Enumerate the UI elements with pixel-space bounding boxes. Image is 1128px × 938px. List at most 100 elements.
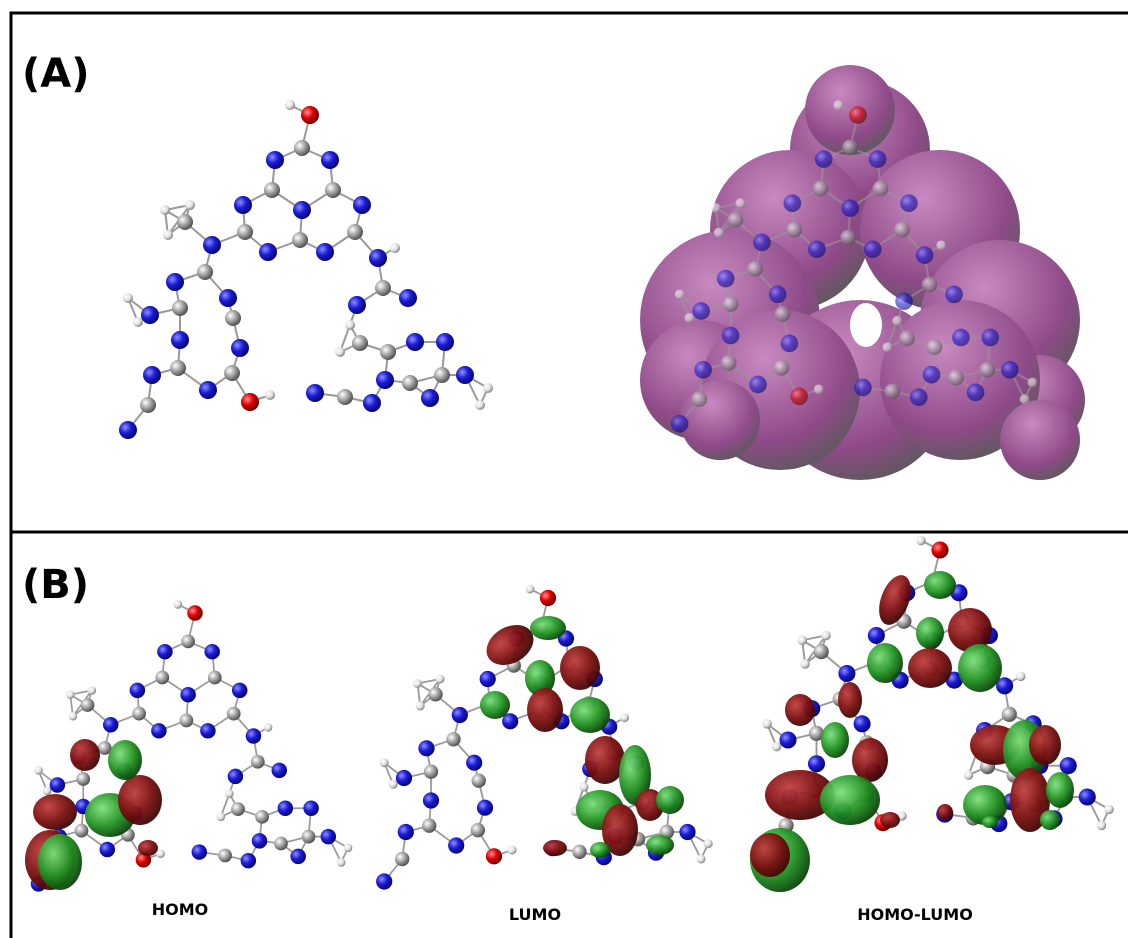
atom	[187, 605, 202, 620]
atom	[100, 842, 115, 857]
atom	[1028, 378, 1038, 388]
atom	[486, 848, 502, 864]
atom	[854, 715, 871, 732]
atom	[76, 772, 90, 786]
atom	[252, 833, 267, 848]
atom	[231, 339, 249, 357]
atom	[910, 388, 928, 406]
orbital-lobe	[118, 775, 162, 825]
atom	[1060, 757, 1077, 774]
atom	[251, 755, 265, 769]
atom	[869, 150, 887, 168]
atom	[396, 770, 412, 786]
atom	[704, 839, 713, 848]
atom	[294, 140, 310, 156]
atom	[325, 182, 341, 198]
atom	[375, 280, 391, 296]
atom	[916, 246, 934, 264]
atom	[303, 800, 318, 815]
orbital-lobe	[937, 804, 953, 820]
atom	[285, 100, 295, 110]
atom	[721, 355, 737, 371]
atom	[772, 742, 782, 752]
orbital-lobe	[838, 682, 862, 718]
orbital-lobe	[480, 691, 510, 719]
atom	[675, 289, 685, 299]
atom	[838, 665, 855, 682]
atom	[225, 310, 241, 326]
atom	[81, 698, 95, 712]
atom	[203, 236, 221, 254]
atom	[88, 686, 97, 695]
atom	[316, 243, 334, 261]
panel-label: (A)	[22, 51, 90, 97]
surface-lobe	[1000, 400, 1080, 480]
atom	[749, 376, 767, 394]
surface-lobe	[680, 380, 760, 460]
atom	[456, 366, 474, 384]
atom	[895, 292, 913, 310]
atom	[892, 316, 902, 326]
atom	[424, 765, 438, 779]
atom	[849, 106, 867, 124]
atom	[769, 286, 787, 304]
atom	[922, 277, 938, 293]
atom	[395, 852, 409, 866]
atom	[446, 732, 460, 746]
atom	[369, 249, 387, 267]
atom	[948, 370, 964, 386]
atom	[736, 198, 746, 208]
atom	[694, 361, 712, 379]
orbital-lobe	[543, 840, 567, 856]
atom	[900, 194, 918, 212]
atom	[775, 306, 791, 322]
atom	[345, 320, 355, 330]
atom	[119, 421, 137, 439]
atom	[883, 342, 893, 352]
atom	[335, 347, 345, 357]
atom	[163, 230, 173, 240]
atom	[1079, 788, 1096, 805]
atom	[483, 383, 493, 393]
atom	[344, 843, 353, 852]
atom	[864, 240, 882, 258]
atom	[1001, 361, 1019, 379]
atom	[227, 707, 241, 721]
molecules	[25, 65, 1114, 892]
atom	[413, 679, 422, 688]
atom	[964, 770, 974, 780]
orbital-lobe	[570, 697, 610, 733]
orbital-lobe	[530, 616, 566, 640]
atom	[155, 671, 169, 685]
atom	[231, 802, 245, 816]
atom	[854, 379, 872, 397]
orbital-lobe	[108, 740, 142, 780]
atom	[927, 339, 943, 355]
atom	[480, 671, 496, 687]
orbital-lobe	[785, 694, 815, 726]
orbital-lobe	[527, 688, 563, 732]
atom	[526, 585, 535, 594]
atom	[814, 385, 824, 395]
atom	[363, 394, 381, 412]
orbital-lobe	[982, 816, 998, 828]
atom	[423, 792, 439, 808]
atom	[389, 780, 398, 789]
atom	[814, 644, 829, 659]
atom	[228, 769, 243, 784]
atom	[580, 783, 589, 792]
atom	[428, 687, 442, 701]
orbital-lobe	[70, 739, 100, 771]
atom	[321, 151, 339, 169]
atom	[272, 763, 287, 778]
atom	[132, 707, 146, 721]
atom	[130, 683, 145, 698]
atom	[241, 393, 259, 411]
atom	[180, 714, 194, 728]
atom	[353, 196, 371, 214]
atom	[224, 365, 240, 381]
orbital-lobe	[656, 786, 684, 814]
atom	[204, 644, 219, 659]
orbital-lobe	[1029, 725, 1061, 765]
atom	[166, 273, 184, 291]
